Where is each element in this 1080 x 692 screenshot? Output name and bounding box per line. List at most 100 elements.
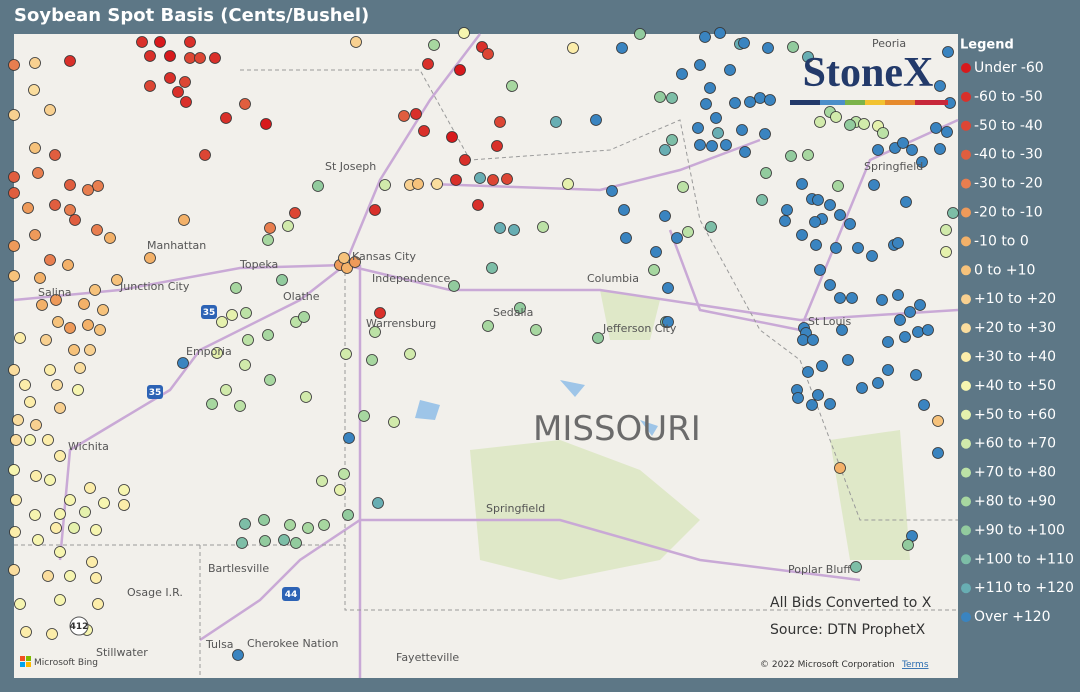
bid-point	[620, 232, 632, 244]
bid-point	[74, 362, 86, 374]
bid-point	[824, 279, 836, 291]
bid-point	[8, 187, 20, 199]
bid-point	[562, 178, 574, 190]
bid-point	[118, 499, 130, 511]
bid-point	[68, 522, 80, 534]
legend-label: -60 to -50	[974, 89, 1043, 105]
bid-point	[209, 52, 221, 64]
terms-link[interactable]: Terms	[901, 660, 929, 670]
bid-point	[806, 399, 818, 411]
bid-point	[8, 171, 20, 183]
place-label: Poplar Bluff	[788, 563, 851, 576]
bid-point	[179, 76, 191, 88]
bid-point	[940, 246, 952, 258]
legend-swatch	[961, 525, 971, 536]
bid-point	[44, 474, 56, 486]
borders	[14, 69, 958, 678]
bid-point	[922, 324, 934, 336]
bid-point	[418, 125, 430, 137]
bid-point	[236, 537, 248, 549]
bid-point	[918, 399, 930, 411]
bid-point	[90, 572, 102, 584]
place-label: Osage I.R.	[127, 586, 183, 599]
legend-swatch	[961, 612, 971, 623]
bid-point	[282, 220, 294, 232]
bid-point	[932, 415, 944, 427]
bid-point	[906, 144, 918, 156]
place-label: Cherokee Nation	[247, 637, 339, 650]
bid-point	[8, 270, 20, 282]
bid-point	[19, 379, 31, 391]
place-label: Wichita	[68, 440, 109, 453]
bid-point	[940, 224, 952, 236]
bid-point	[180, 96, 192, 108]
bid-point	[530, 324, 542, 336]
bid-point	[8, 564, 20, 576]
bid-point	[448, 280, 460, 292]
bid-point	[759, 128, 771, 140]
legend-label: +110 to +120	[974, 580, 1074, 596]
bid-point	[844, 218, 856, 230]
bid-point	[369, 326, 381, 338]
bid-point	[550, 116, 562, 128]
place-label: Columbia	[587, 272, 639, 285]
bid-point	[606, 185, 618, 197]
legend-swatch	[961, 294, 971, 305]
bid-point	[472, 199, 484, 211]
bid-point	[704, 82, 716, 94]
bid-point	[24, 396, 36, 408]
bid-point	[694, 59, 706, 71]
legend-label: Over +120	[974, 609, 1051, 625]
bid-point	[662, 316, 674, 328]
bid-point	[736, 124, 748, 136]
bid-point	[264, 222, 276, 234]
bid-point	[54, 402, 66, 414]
bid-point	[699, 31, 711, 43]
bid-point	[824, 199, 836, 211]
bid-point	[32, 534, 44, 546]
bid-point	[184, 52, 196, 64]
bid-point	[904, 306, 916, 318]
bid-point	[814, 264, 826, 276]
bid-point	[508, 224, 520, 236]
bid-point	[514, 302, 526, 314]
bid-point	[28, 84, 40, 96]
bid-point	[51, 379, 63, 391]
bid-point	[144, 252, 156, 264]
bid-point	[68, 344, 80, 356]
bid-point	[262, 234, 274, 246]
bid-point	[350, 36, 362, 48]
legend-label: Under -60	[974, 60, 1044, 76]
legend-swatch	[961, 149, 971, 160]
bid-point	[454, 64, 466, 76]
bid-point	[90, 524, 102, 536]
bid-point	[494, 222, 506, 234]
bid-point	[710, 112, 722, 124]
bid-point	[30, 470, 42, 482]
bid-point	[802, 149, 814, 161]
highway-shields: 35 35 44 412	[69, 305, 300, 636]
bid-point	[54, 450, 66, 462]
bid-point	[20, 626, 32, 638]
bid-point	[739, 146, 751, 158]
bid-point	[64, 55, 76, 67]
bid-point	[872, 144, 884, 156]
bid-point	[866, 250, 878, 262]
bid-point	[682, 226, 694, 238]
bid-point	[458, 27, 470, 39]
bid-point	[872, 377, 884, 389]
bid-point	[118, 484, 130, 496]
bid-point	[22, 202, 34, 214]
bid-point	[934, 80, 946, 92]
bid-point	[369, 204, 381, 216]
bid-point	[177, 357, 189, 369]
bid-point	[49, 149, 61, 161]
bid-point	[894, 314, 906, 326]
bid-point	[852, 242, 864, 254]
legend-swatch	[961, 265, 971, 276]
bid-point	[29, 57, 41, 69]
bid-point	[666, 134, 678, 146]
bid-point	[882, 336, 894, 348]
bid-point	[178, 214, 190, 226]
bid-point	[220, 112, 232, 124]
